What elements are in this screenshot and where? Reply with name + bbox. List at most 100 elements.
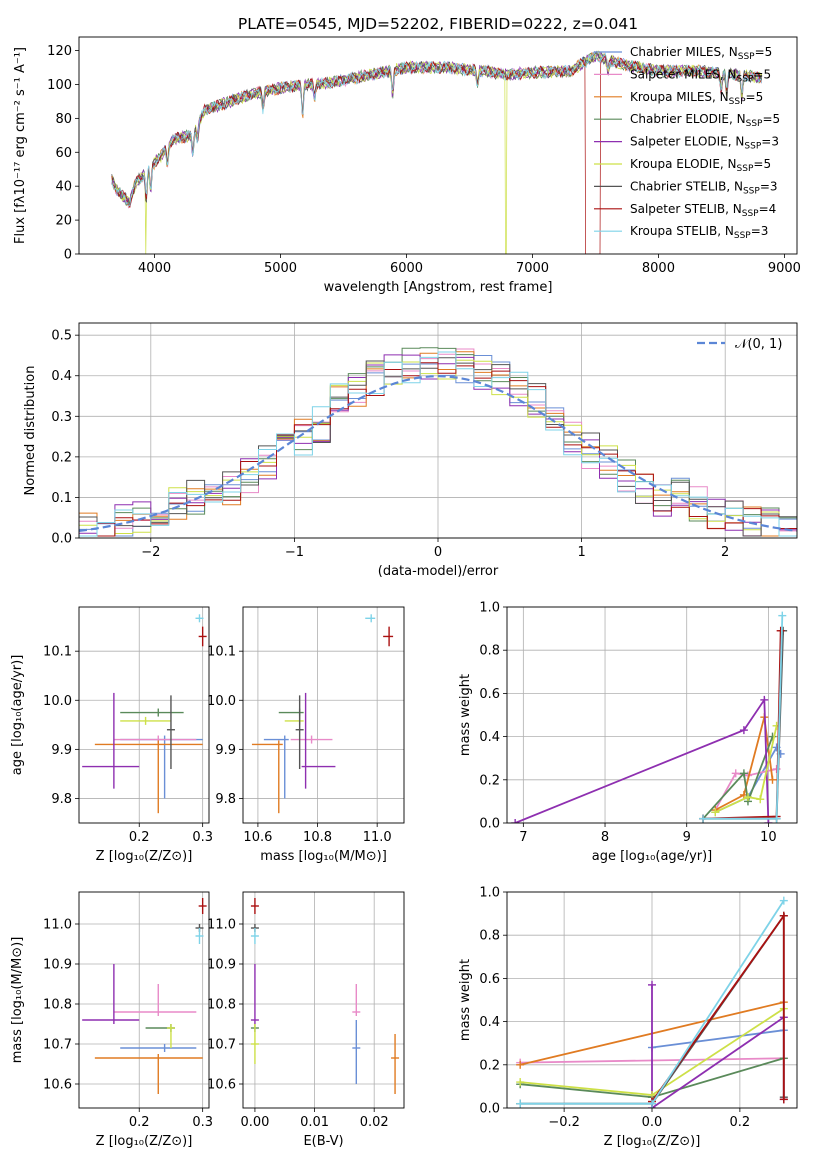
x-tick-label: 10: [760, 830, 777, 845]
plot-area: [111, 50, 763, 254]
y-tick-label: 100: [47, 78, 72, 93]
legend-count: =3: [751, 224, 769, 238]
x-tick-label: −1: [285, 545, 304, 560]
weight-line-kroupa-elodie: [714, 725, 778, 814]
plot-frame: [506, 891, 798, 1109]
legend-model-name: Kroupa STELIB, N: [630, 224, 734, 238]
x-tick-label: 9000: [768, 261, 801, 276]
x-axis-label: age [log₁₀(age/yr)]: [592, 849, 713, 864]
plot-area: [511, 611, 788, 823]
legend-model-name: Chabrier ELODIE, N: [630, 112, 746, 126]
z-vs-mass-weight-panel: −0.2 0.0 0.2 0.0 0.2 0.4 0.6 0.8 1.0 Z [log₁₀(Z/Z…: [458, 886, 798, 1149]
figure-title: PLATE=0545, MJD=52202, FIBERID=0222, z=0…: [238, 15, 638, 33]
y-tick-label: 0.0: [479, 817, 500, 832]
legend-subscript: SSP: [729, 97, 746, 107]
y-tick-label: 11.0: [207, 918, 236, 933]
y-tick-label: 0.2: [51, 450, 72, 465]
x-tick-label: 0: [434, 545, 442, 560]
y-tick-label: 40: [55, 180, 72, 195]
plot-frame: [78, 322, 798, 539]
plot-frame: [242, 891, 405, 1109]
y-tick-label: 11.0: [43, 918, 72, 933]
x-tick-label: 8000: [642, 261, 675, 276]
x-tick-label: 0.00: [240, 1115, 269, 1130]
weight-line-chabrier-elodie: [702, 736, 774, 820]
legend-model-name: Salpeter STELIB, N: [630, 202, 742, 216]
y-axis-label: mass weight: [458, 959, 473, 1041]
plot-frame: [242, 606, 405, 824]
y-tick-label: 1.0: [479, 601, 500, 616]
legend-count: =5: [753, 157, 771, 171]
legend-label-salpeter-elodie: Salpeter ELODIE, NSSP=3: [630, 135, 779, 152]
x-tick-label: 10.6: [243, 830, 272, 845]
x-tick-label: 0.02: [360, 1115, 389, 1130]
legend-subscript: SSP: [737, 74, 754, 84]
y-tick-label: 0.0: [51, 532, 72, 547]
legend-count: =4: [759, 202, 777, 216]
y-axis-label: mass [log₁₀(M/M⊙)]: [10, 937, 25, 1064]
y-tick-label: 10.7: [43, 1038, 72, 1053]
y-tick-label: 10.9: [207, 958, 236, 973]
plot-area: [251, 614, 394, 814]
legend-label-normal: 𝒩(0, 1): [735, 337, 782, 352]
legend-label-chabrier-elodie: Chabrier ELODIE, NSSP=5: [630, 112, 780, 129]
y-tick-label: 10.7: [207, 1038, 236, 1053]
histogram-kroupa-stelib: [79, 351, 797, 538]
x-tick-label: 11.0: [363, 830, 392, 845]
x-tick-label: −2: [141, 545, 160, 560]
legend-subscript: SSP: [738, 52, 755, 62]
y-tick-label: 20: [55, 214, 72, 229]
x-axis-label: Z [log₁₀(Z/Z⊙)]: [96, 849, 193, 864]
legend-subscript: SSP: [742, 209, 759, 219]
plot-area: [250, 898, 400, 1094]
x-tick-label: 0.3: [192, 1115, 213, 1130]
y-tick-label: 0.8: [479, 644, 500, 659]
x-tick-label: 8: [601, 830, 609, 845]
legend-count: =3: [760, 179, 778, 193]
x-tick-label: 0.2: [129, 1115, 150, 1130]
y-tick-label: 0.6: [479, 972, 500, 987]
y-tick-label: 0.2: [479, 1058, 500, 1073]
weight-line-kroupa-stelib: [703, 615, 784, 820]
legend-model-name: Salpeter MILES, N: [630, 67, 737, 81]
x-tick-label: 1: [577, 545, 585, 560]
y-tick-label: 0.6: [479, 687, 500, 702]
z-vs-mass-panel: 0.2 0.3 10.6 10.7 10.8 10.9 11.0 Z [log₁₀(Z/Z⊙)…: [10, 891, 213, 1149]
legend-subscript: SSP: [743, 186, 760, 196]
legend-count: =5: [753, 67, 771, 81]
y-tick-label: 0.2: [479, 773, 500, 788]
x-tick-label: 0.3: [192, 830, 213, 845]
legend-label-kroupa-stelib: Kroupa STELIB, NSSP=3: [630, 224, 768, 241]
legend-count: =5: [755, 45, 773, 59]
x-tick-label: 7: [519, 830, 527, 845]
x-tick-label: 0.2: [730, 1115, 751, 1130]
legend-model-name: Salpeter ELODIE, N: [630, 135, 744, 149]
y-tick-label: 0: [64, 248, 72, 263]
spectrum-line-chabrier-stelib: [111, 50, 763, 205]
legend-label-chabrier-stelib: Chabrier STELIB, NSSP=3: [630, 179, 778, 196]
y-tick-label: 10.8: [207, 998, 236, 1013]
y-axis-label: mass weight: [458, 674, 473, 756]
y-tick-label: 10.8: [43, 998, 72, 1013]
legend-label-salpeter-miles: Salpeter MILES, NSSP=5: [630, 67, 771, 84]
normal-curve: [79, 375, 797, 532]
y-tick-label: 120: [47, 44, 72, 59]
y-tick-label: 80: [55, 112, 72, 127]
legend-subscript: SSP: [737, 164, 754, 174]
plot-frame: [78, 36, 798, 255]
x-axis-label: E(B-V): [303, 1134, 343, 1149]
plot-area: [82, 898, 207, 1094]
y-tick-label: 10.6: [43, 1078, 72, 1093]
y-tick-label: 0.1: [51, 491, 72, 506]
legend-label-kroupa-elodie: Kroupa ELODIE, NSSP=5: [630, 157, 771, 174]
legend-label-chabrier-miles: Chabrier MILES, NSSP=5: [630, 45, 772, 62]
y-axis-label: Flux [fλ10⁻¹⁷ erg cm⁻² s⁻¹ A⁻¹]: [13, 47, 28, 244]
legend-count: =5: [746, 90, 764, 104]
legend-label-salpeter-stelib: Salpeter STELIB, NSSP=4: [630, 202, 776, 219]
plot-area: [82, 614, 207, 814]
legend-model-name: Chabrier STELIB, N: [630, 179, 743, 193]
x-axis-label: Z [log₁₀(Z/Z⊙)]: [96, 1134, 193, 1149]
spectrum-panel: 4000 5000 6000 7000 8000 9000 0 20 40 60 80 100 120 w…: [13, 36, 801, 295]
